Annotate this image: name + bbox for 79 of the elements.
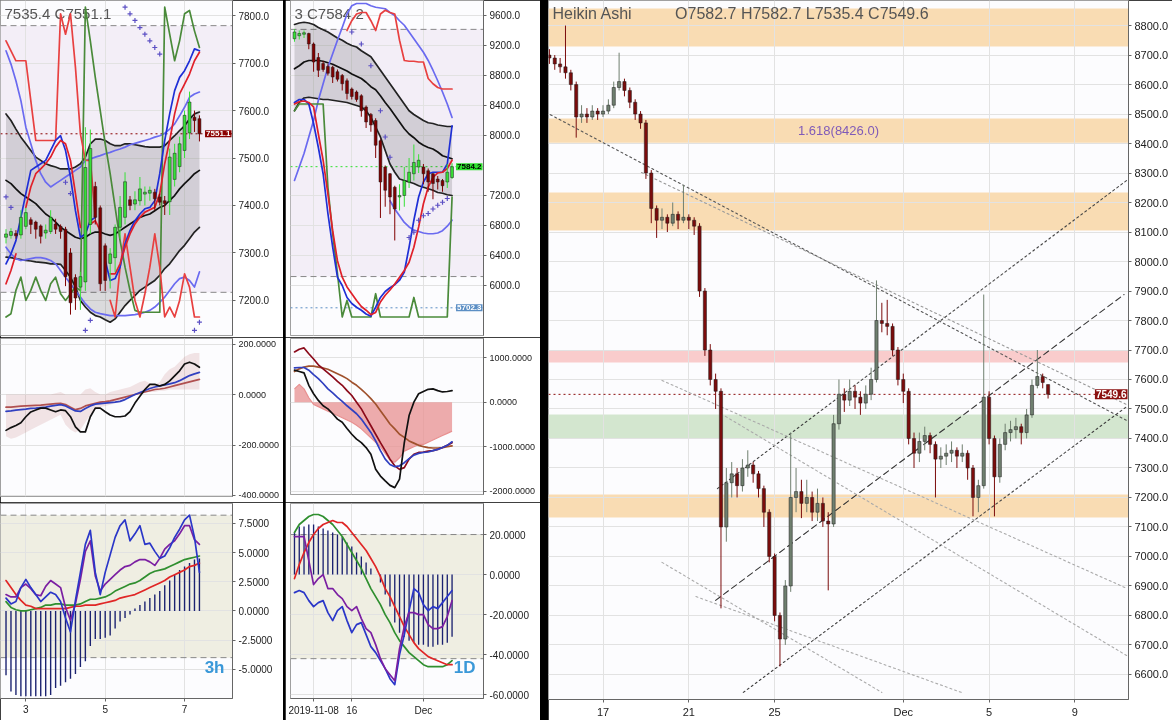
y-tick-label: 0.0000 (238, 389, 267, 400)
x-tick-label: 9 (1071, 705, 1078, 718)
ref-line-label: 7549.6 (1095, 389, 1127, 401)
y-tick-label: 8600.0 (1134, 78, 1169, 91)
y-tick-label: 7500.0 (1134, 402, 1169, 415)
y-tick-label: 7600.0 (1134, 373, 1169, 386)
y-tick-label: 5.0000 (238, 547, 270, 559)
annotation: 3h (204, 657, 225, 677)
y-tick-label: 8400.0 (489, 100, 521, 112)
ref-line-label: 7584.2 (457, 162, 483, 172)
y-tick-label: 7700.0 (238, 58, 270, 70)
y-tick-label: -200.0000 (238, 440, 280, 451)
y-tick-label: 0.0000 (238, 605, 270, 617)
y-tick-label: 7200.0 (238, 295, 270, 307)
y-tick-label: 8000.0 (489, 130, 521, 142)
y-tick-label: 6400.0 (489, 250, 521, 262)
y-tick-label: 8800.0 (1134, 19, 1169, 32)
y-tick-label: 6800.0 (489, 220, 521, 232)
y-tick-label: 7300.0 (238, 247, 270, 259)
y-tick-label: 0.0000 (489, 397, 518, 408)
y-tick-label: 6000.0 (489, 280, 521, 292)
y-tick-label: -5.0000 (238, 664, 273, 676)
y-tick-label: 7400.0 (1134, 432, 1169, 445)
y-tick-label: 7.5000 (238, 518, 270, 530)
y-tick-label: -20.0000 (489, 609, 530, 621)
y-tick-label: -2000.0000 (489, 486, 536, 497)
y-tick-label: 6800.0 (1134, 609, 1169, 622)
y-tick-label: 7200.0 (1134, 491, 1169, 504)
y-tick-label: 8300.0 (1134, 167, 1169, 180)
y-tick-label: 7100.0 (1134, 520, 1169, 533)
y-tick-label: 7000.0 (1134, 550, 1169, 563)
y-tick-label: 8700.0 (1134, 49, 1169, 62)
ref-line-label: 5702.3 (457, 303, 483, 313)
x-tick-label: 16 (346, 704, 358, 716)
y-tick-label: 6600.0 (1134, 668, 1169, 681)
band-label: 1.618(8426.0) (798, 123, 879, 139)
y-tick-label: 7800.0 (1134, 314, 1169, 327)
y-tick-label: 7400.0 (238, 200, 270, 212)
x-tick-label: 5 (986, 705, 993, 718)
y-tick-label: 7600.0 (238, 105, 270, 117)
x-tick-label: 17 (596, 705, 610, 718)
x-tick-label: 7 (181, 703, 188, 715)
y-tick-label: 8800.0 (489, 70, 521, 82)
y-tick-label: 6700.0 (1134, 638, 1169, 651)
y-tick-label: 8500.0 (1134, 108, 1169, 121)
y-tick-label: -1000.0000 (489, 441, 536, 452)
y-tick-label: -400.0000 (238, 490, 280, 501)
ref-line-label: 7551.1 (206, 129, 232, 139)
chart-subtitle: O7582.7 H7582.7 L7535.4 C7549.6 (675, 4, 929, 22)
y-tick-label: 7900.0 (1134, 285, 1169, 298)
y-tick-label: 7300.0 (1134, 461, 1169, 474)
y-tick-label: 7800.0 (238, 10, 270, 22)
y-tick-label: -2.5000 (238, 635, 273, 647)
x-tick-label: Dec (414, 704, 433, 716)
y-tick-label: 6900.0 (1134, 579, 1169, 592)
x-tick-label: 21 (682, 705, 695, 718)
y-tick-label: -60.0000 (489, 689, 530, 701)
y-tick-label: 200.0000 (238, 339, 277, 350)
y-tick-label: 7200.0 (489, 190, 521, 202)
y-tick-label: 9200.0 (489, 40, 521, 52)
x-tick-label: 5 (102, 703, 109, 715)
y-tick-label: 8200.0 (1134, 196, 1169, 209)
y-tick-label: 2.5000 (238, 576, 270, 588)
y-tick-label: 0.0000 (489, 569, 521, 581)
y-tick-label: 8400.0 (1134, 137, 1169, 150)
x-tick-label: 2019-11-08 (288, 704, 340, 716)
x-tick-label: 3 (23, 703, 30, 715)
annotation: 1D (453, 657, 476, 677)
y-tick-label: 20.0000 (489, 529, 527, 541)
y-tick-label: 8100.0 (1134, 226, 1169, 239)
y-tick-label: 8000.0 (1134, 255, 1169, 268)
x-tick-label: Dec (893, 705, 914, 718)
y-tick-label: 1000.0000 (489, 352, 533, 363)
chart-title: Heikin Ashi (552, 4, 632, 22)
y-tick-label: 7700.0 (1134, 344, 1169, 356)
y-tick-label: 9600.0 (489, 10, 521, 22)
y-tick-label: 7500.0 (238, 153, 270, 165)
y-tick-label: -40.0000 (489, 649, 530, 661)
x-tick-label: 25 (768, 705, 781, 718)
